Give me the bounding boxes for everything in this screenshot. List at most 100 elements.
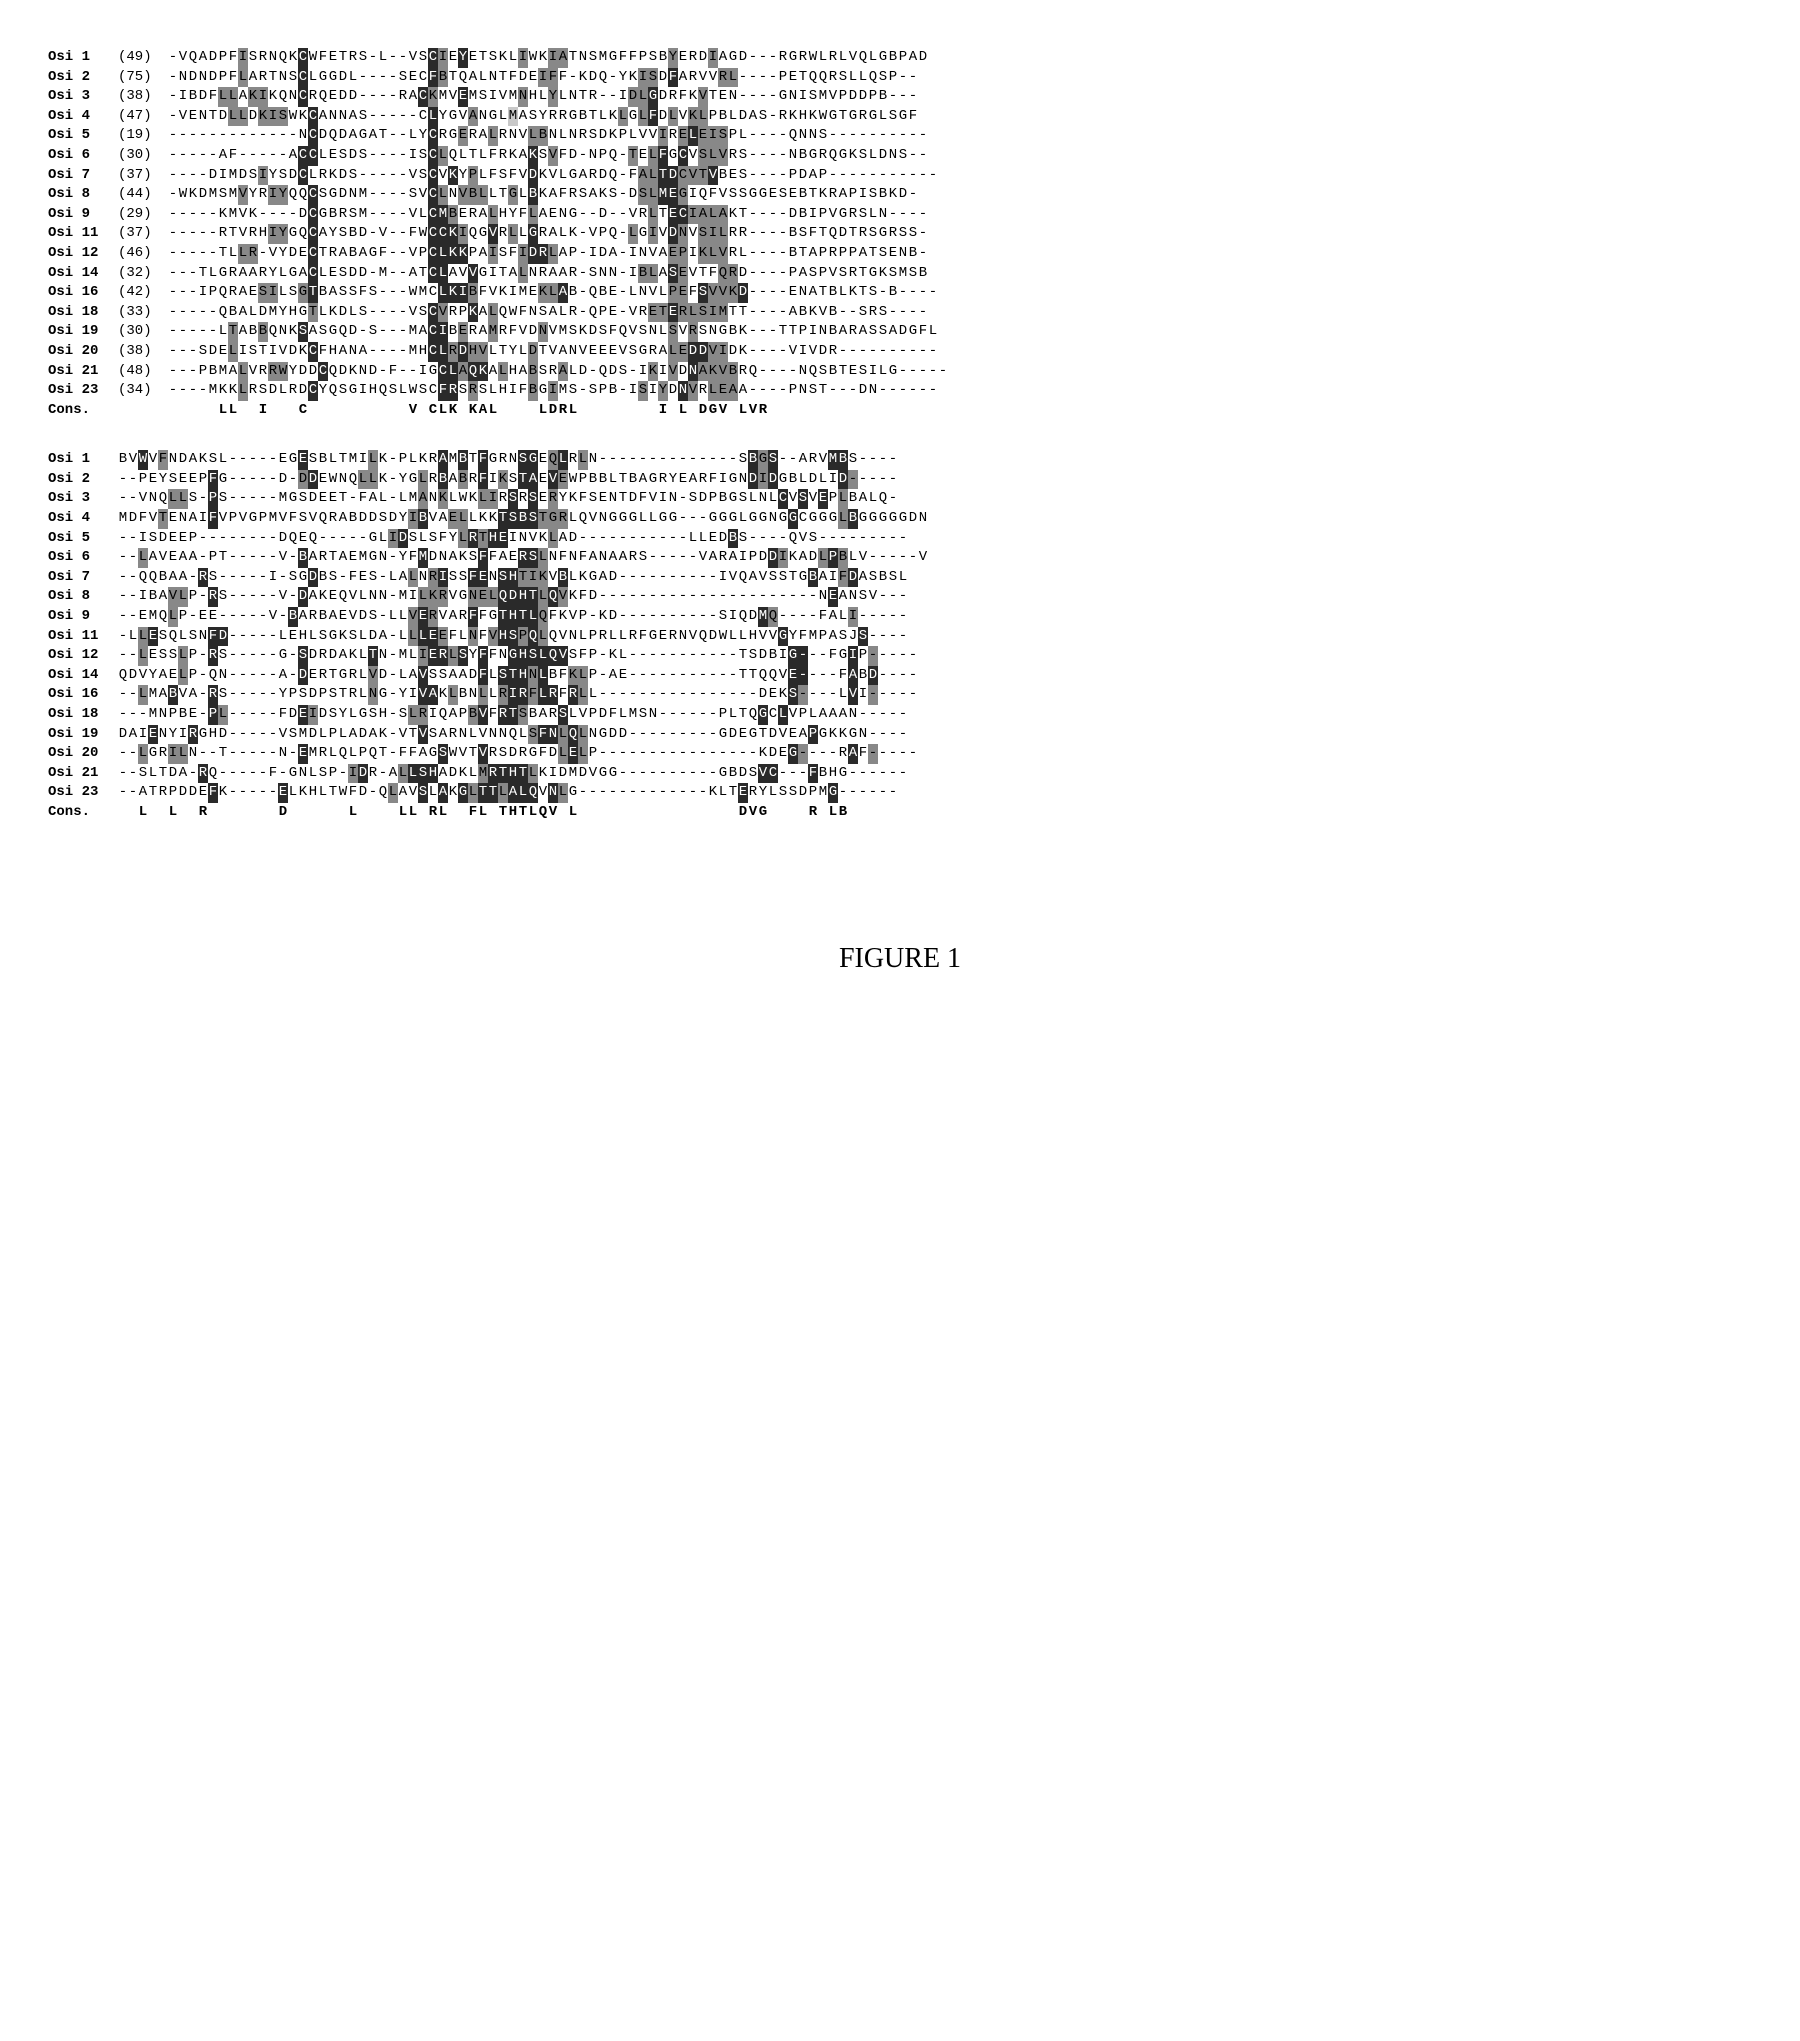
sequence-label: Osi 21 — [48, 362, 118, 382]
sequence-label: Osi 6 — [48, 548, 118, 568]
sequence-row: Osi 5--ISDEEP--------DQEQ-----GLIDSLSFYL… — [48, 529, 1752, 549]
sequence-row: Osi 7--QQBAA-RS-----I-SGDBS-FES-LALNRISS… — [48, 568, 1752, 588]
sequence-position: (19) — [118, 126, 168, 146]
sequence-label: Osi 2 — [48, 68, 118, 88]
consensus-label: Cons. — [48, 803, 118, 823]
sequence-row: Osi 8(44)-WKDMSMVYRIYQQCSGDNM----SVCLNVB… — [48, 185, 1752, 205]
sequence-label: Osi 16 — [48, 685, 118, 705]
sequence-label: Osi 1 — [48, 48, 118, 68]
sequence-position: (47) — [118, 107, 168, 127]
sequence-row: Osi 19(30)-----LTABBQNKSASGQD-S---MACIBE… — [48, 322, 1752, 342]
sequence-row: Osi 18---MNPBE-PL-----FDEIDSYLGSH-SLRIQA… — [48, 705, 1752, 725]
sequence-row: Osi 4(47)-VENTDLLDKISWKCANNAS-----CLYGVA… — [48, 107, 1752, 127]
sequence-label: Osi 12 — [48, 646, 118, 666]
sequence-label: Osi 3 — [48, 489, 118, 509]
sequence-residues: --EMQLP-EE-----V-BARBAEVDS-LLVERVARFFGTH… — [118, 607, 908, 627]
sequence-row: Osi 23--ATRPDDEFK-----ELKHLTWFD-QLAVSLAK… — [48, 783, 1752, 803]
sequence-label: Osi 4 — [48, 107, 118, 127]
sequence-residues: -IBDFLLAKIKQNCRQEDD----RACKMVEMSIVMNHLYL… — [168, 87, 918, 107]
sequence-position: (34) — [118, 381, 168, 401]
consensus-label: Cons. — [48, 401, 118, 421]
figure-caption: FIGURE 1 — [48, 943, 1752, 975]
consensus-row: Cons. LL I C V CLK KAL LDRL I L DGV LVR — [48, 401, 1752, 421]
sequence-residues: -VENTDLLDKISWKCANNAS-----CLYGVANGLMASYRR… — [168, 107, 918, 127]
sequence-label: Osi 8 — [48, 185, 118, 205]
sequence-row: Osi 12--LESSLP-RS-----G-SDRDAKLTN-MLIERL… — [48, 646, 1752, 666]
sequence-residues: MDFVTENAIFVPVGPMVFSVQRABDDSDYIBVAELLKKTS… — [118, 509, 928, 529]
sequence-position: (32) — [118, 264, 168, 284]
sequence-residues: --ISDEEP--------DQEQ-----GLIDSLSFYLRTHEI… — [118, 529, 908, 549]
sequence-label: Osi 14 — [48, 666, 118, 686]
sequence-residues: -LLESQLSNFD-----LEHLSGKSLDA-LLLEEFLNFVHS… — [118, 627, 908, 647]
sequence-residues: ---MNPBE-PL-----FDEIDSYLGSH-SLRIQAPBVFRT… — [118, 705, 908, 725]
sequence-row: Osi 19DAIENYIRGHD-----VSMDLPLADAK-VTVSAR… — [48, 725, 1752, 745]
consensus-sequence: LL I C V CLK KAL LDRL I L DGV LVR — [168, 401, 968, 421]
sequence-label: Osi 5 — [48, 126, 118, 146]
sequence-residues: -----TLLR-VYDECTRABAGF--VPCLKKPAISFIDRLA… — [168, 244, 928, 264]
sequence-label: Osi 23 — [48, 381, 118, 401]
sequence-row: Osi 7(37)----DIMDSIYSDCLRKDS-----VSCVKYP… — [48, 166, 1752, 186]
sequence-label: Osi 5 — [48, 529, 118, 549]
sequence-row: Osi 16--LMABVA-RS-----YPSDPSTRLNG-YIVAKL… — [48, 685, 1752, 705]
sequence-row: Osi 9--EMQLP-EE-----V-BARBAEVDS-LLVERVAR… — [48, 607, 1752, 627]
sequence-residues: BVWVFNDAKSL-----EGESBLTMILK-PLKRAMBTFGRN… — [118, 450, 898, 470]
sequence-row: Osi 18(33)-----QBALDMYHGTLKDLS----VSCVRP… — [48, 303, 1752, 323]
sequence-residues: -----RTVRHIYGQCAYSBD-V--FWCCKIQGVRLLGRAL… — [168, 224, 928, 244]
sequence-residues: -----AF-----ACCLESDS----ISCLQLTLFRKAKSVF… — [168, 146, 928, 166]
sequence-residues: -WKDMSMVYRIYQQCSGDNM----SVCLNVBLLTGLBKAF… — [168, 185, 918, 205]
sequence-residues: --LESSLP-RS-----G-SDRDAKLTN-MLIERLSYFFNG… — [118, 646, 918, 666]
sequence-label: Osi 7 — [48, 568, 118, 588]
sequence-position: (44) — [118, 185, 168, 205]
sequence-label: Osi 6 — [48, 146, 118, 166]
sequence-label: Osi 1 — [48, 450, 118, 470]
sequence-residues: --ATRPDDEFK-----ELKHLTWFD-QLAVSLAKGLTTLA… — [118, 783, 898, 803]
sequence-label: Osi 3 — [48, 87, 118, 107]
sequence-residues: -------------NCDQDAGAT--LYCRGERALRNVLBNL… — [168, 126, 928, 146]
sequence-row: Osi 21(48)---PBMALVRRWYDDCQDKND-F--IGCLA… — [48, 362, 1752, 382]
sequence-row: Osi 11-LLESQLSNFD-----LEHLSGKSLDA-LLLEEF… — [48, 627, 1752, 647]
sequence-row: Osi 8--IBAVLP-RS-----V-DAKEQVLNN-MILKRVG… — [48, 587, 1752, 607]
sequence-label: Osi 19 — [48, 322, 118, 342]
sequence-position: (29) — [118, 205, 168, 225]
sequence-residues: QDVYAELP-QN-----A-DERTGRLVD-LAVSSAADFLST… — [118, 666, 918, 686]
sequence-position: (30) — [118, 146, 168, 166]
alignment-block-2: Osi 1BVWVFNDAKSL-----EGESBLTMILK-PLKRAMB… — [48, 450, 1752, 822]
sequence-label: Osi 7 — [48, 166, 118, 186]
sequence-residues: -----QBALDMYHGTLKDLS----VSCVRPKALQWFNSAL… — [168, 303, 928, 323]
alignment-block-1: Osi 1(49)-VQADPFISRNQKCWFETRS-L--VSCIEYE… — [48, 48, 1752, 420]
sequence-label: Osi 18 — [48, 705, 118, 725]
consensus-row: Cons. L L R D L LL RL FL THTLQV L DVG R … — [48, 803, 1752, 823]
sequence-residues: ---SDELISTIVDKCFHANA----MHCLRDHVLTYLDTVA… — [168, 342, 938, 362]
sequence-label: Osi 23 — [48, 783, 118, 803]
sequence-row: Osi 14QDVYAELP-QN-----A-DERTGRLVD-LAVSSA… — [48, 666, 1752, 686]
sequence-residues: -----LTABBQNKSASGQD-S---MACIBERAMRFVDNVM… — [168, 322, 938, 342]
sequence-label: Osi 18 — [48, 303, 118, 323]
sequence-label: Osi 9 — [48, 607, 118, 627]
sequence-residues: --QQBAA-RS-----I-SGDBS-FES-LALNRISSFENSH… — [118, 568, 908, 588]
sequence-residues: DAIENYIRGHD-----VSMDLPLADAK-VTVSARNLVNNQ… — [118, 725, 908, 745]
sequence-position: (38) — [118, 342, 168, 362]
sequence-residues: ----MKKLRSDLRDCYQSGIHQSLWSCFRSRSLHIFBGIM… — [168, 381, 938, 401]
sequence-label: Osi 14 — [48, 264, 118, 284]
sequence-residues: ---IPQRAESILSGTBASSFS---WMCLKIBFVKIMEKLA… — [168, 283, 938, 303]
sequence-row: Osi 20--LGRILN--T-----N-EMRLQLPQT-FFAGSW… — [48, 744, 1752, 764]
sequence-residues: --PEYSEEPFG-----D-DDEWNQLLK-YGLRBABRFIKS… — [118, 470, 898, 490]
sequence-row: Osi 23(34)----MKKLRSDLRDCYQSGIHQSLWSCFRS… — [48, 381, 1752, 401]
sequence-row: Osi 5(19)-------------NCDQDAGAT--LYCRGER… — [48, 126, 1752, 146]
sequence-row: Osi 6(30)-----AF-----ACCLESDS----ISCLQLT… — [48, 146, 1752, 166]
sequence-residues: --SLTDA-RQ-----F-GNLSP-IDR-ALLSHADKLMRTH… — [118, 764, 908, 784]
sequence-position: (30) — [118, 322, 168, 342]
sequence-residues: -VQADPFISRNQKCWFETRS-L--VSCIEYETSKLIWKIA… — [168, 48, 928, 68]
sequence-residues: ---PBMALVRRWYDDCQDKND-F--IGCLAQKALHABSRA… — [168, 362, 948, 382]
sequence-row: Osi 3--VNQLLS-PS-----MGSDEET-FAL-LMANKLW… — [48, 489, 1752, 509]
sequence-position: (75) — [118, 68, 168, 88]
sequence-residues: -----KMVK----DCGBRSM----VLCMBERALHYFLAEN… — [168, 205, 928, 225]
consensus-sequence: L L R D L LL RL FL THTLQV L DVG R LB — [118, 803, 908, 823]
sequence-residues: ----DIMDSIYSDCLRKDS-----VSCVKYPLFSFVDKVL… — [168, 166, 938, 186]
sequence-position: (37) — [118, 166, 168, 186]
sequence-row: Osi 9(29)-----KMVK----DCGBRSM----VLCMBER… — [48, 205, 1752, 225]
sequence-label: Osi 20 — [48, 744, 118, 764]
sequence-row: Osi 3(38)-IBDFLLAKIKQNCRQEDD----RACKMVEM… — [48, 87, 1752, 107]
sequence-residues: --VNQLLS-PS-----MGSDEET-FAL-LMANKLWKLIRS… — [118, 489, 898, 509]
sequence-row: Osi 16(42)---IPQRAESILSGTBASSFS---WMCLKI… — [48, 283, 1752, 303]
